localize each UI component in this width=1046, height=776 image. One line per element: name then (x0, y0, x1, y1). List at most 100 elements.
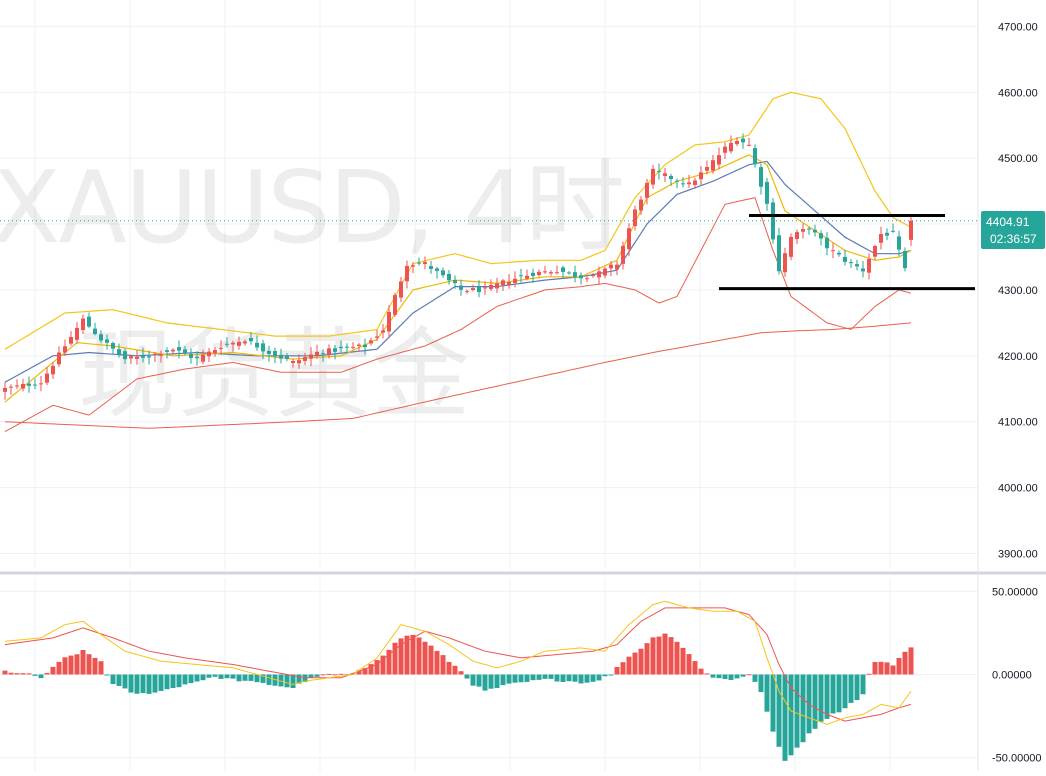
macd-axis-tick-label: -50.00000 (992, 753, 1042, 765)
candle (615, 260, 619, 276)
macd-histogram-bar (554, 674, 560, 682)
candle-body (387, 311, 391, 332)
macd-histogram-bar (800, 674, 806, 743)
candle-body (141, 355, 145, 358)
macd-histogram-bar (314, 674, 320, 677)
candle-body (219, 347, 223, 349)
candle (909, 215, 913, 246)
macd-histogram-bar (530, 674, 536, 681)
candle-body (57, 352, 61, 365)
candle-body (189, 354, 193, 358)
price-axis-tick-label: 4100.00 (998, 417, 1038, 429)
macd-histogram-bar (206, 674, 212, 678)
candle (75, 322, 79, 344)
macd-histogram-bar (404, 635, 410, 675)
macd-histogram-bar (812, 674, 818, 729)
candle-body (705, 166, 709, 171)
candle (45, 366, 49, 386)
candle-body (489, 284, 493, 289)
candle-body (885, 232, 889, 236)
candle-body (879, 233, 883, 243)
candle (393, 292, 397, 317)
candle-body (159, 354, 163, 356)
macd-histogram-bar (488, 674, 494, 689)
price-axis-tick-label: 4600.00 (998, 87, 1038, 99)
candle (585, 274, 589, 283)
candle (609, 261, 613, 276)
macd-histogram-bar (824, 674, 830, 719)
macd-pane (2, 600, 914, 761)
candle (399, 276, 403, 303)
macd-histogram-bar (458, 671, 464, 675)
candle (315, 344, 319, 359)
candle (813, 224, 817, 237)
candle (63, 339, 67, 356)
macd-histogram-bar (866, 673, 872, 675)
candle (219, 340, 223, 355)
candle-body (3, 387, 7, 392)
candle (849, 258, 853, 268)
candle-body (459, 285, 463, 290)
candle-body (15, 385, 19, 387)
candle-body (213, 350, 217, 354)
macd-histogram-bar (464, 674, 470, 679)
candle (207, 348, 211, 363)
candle (639, 196, 643, 216)
candle-body (789, 236, 793, 257)
price-badge-countdown: 02:36:57 (990, 232, 1037, 246)
candle-body (75, 327, 79, 340)
candle-body (897, 236, 901, 250)
candle (561, 265, 565, 278)
macd-histogram-bar (26, 673, 32, 675)
macd-histogram-bar (326, 673, 332, 675)
macd-histogram-bar (902, 651, 908, 675)
macd-histogram-bar (410, 634, 416, 675)
macd-histogram-bar (584, 674, 590, 683)
candle (861, 260, 865, 278)
candle (381, 323, 385, 339)
price-badge: 4404.91 02:36:57 (981, 211, 1045, 249)
candle-body (63, 346, 67, 353)
macd-histogram-bar (566, 674, 572, 682)
candle-body (255, 342, 259, 348)
candle-body (327, 348, 331, 355)
candle-body (759, 167, 763, 187)
candle-body (531, 272, 535, 276)
macd-histogram-bar (638, 648, 644, 675)
candle (273, 347, 277, 364)
candle-body (147, 356, 151, 358)
macd-histogram-bar (14, 673, 20, 675)
candle-body (45, 373, 49, 383)
price-axis-tick-label: 4700.00 (998, 21, 1038, 33)
candle (627, 223, 631, 257)
candle (681, 177, 685, 188)
candle-body (639, 199, 643, 211)
long-moving-average-line (4, 322, 912, 429)
macd-histogram-bar (758, 674, 764, 692)
candle-body (309, 354, 313, 359)
candle (843, 249, 847, 266)
candle-body (831, 250, 835, 252)
price-badge-value: 4404.91 (986, 215, 1030, 229)
candle (885, 228, 889, 241)
candle (291, 358, 295, 368)
candle-body (501, 280, 505, 286)
candle-body (573, 272, 577, 277)
candle (177, 340, 181, 359)
candle (675, 178, 679, 189)
candle-body (645, 182, 649, 198)
candle (513, 271, 517, 288)
candle-body (687, 182, 691, 185)
macd-histogram-bar (494, 674, 500, 689)
candle (351, 342, 355, 350)
candle (117, 343, 121, 358)
candle-body (285, 356, 289, 359)
candle-body (381, 330, 385, 333)
candle (531, 268, 535, 283)
candle (141, 347, 145, 363)
candle-body (771, 202, 775, 240)
candle (657, 163, 661, 180)
candle (621, 241, 625, 270)
